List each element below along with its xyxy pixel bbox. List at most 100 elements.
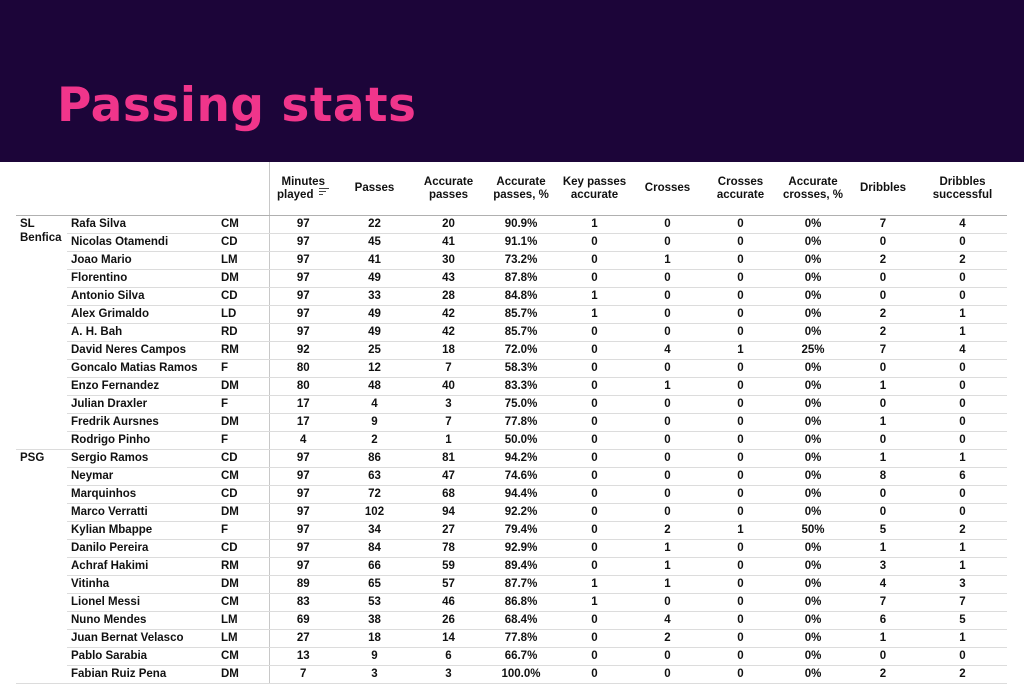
stat-cell: 6 bbox=[918, 467, 1007, 486]
stat-cell: 97 bbox=[268, 485, 337, 504]
stat-cell: 0% bbox=[778, 251, 848, 270]
stat-cell: 17 bbox=[268, 395, 337, 414]
team-name: PSG bbox=[16, 449, 67, 684]
stat-cell: 66 bbox=[337, 557, 412, 576]
stat-cell: 4 bbox=[632, 341, 703, 360]
stat-cell: 1 bbox=[918, 629, 1007, 648]
stat-cell: 0 bbox=[632, 467, 703, 486]
table-row: Julian Draxler F 17 4 3 75.0% 0 0 0 0% 0 0 bbox=[16, 395, 1007, 414]
stat-cell: 0% bbox=[778, 503, 848, 522]
stat-cell: 45 bbox=[337, 233, 412, 252]
table-row: Marco Verratti DM 97 102 94 92.2% 0 0 0 0% 0 0 bbox=[16, 503, 1007, 522]
stat-cell: 3 bbox=[412, 395, 485, 414]
stat-cell: 0% bbox=[778, 395, 848, 414]
stat-cell: 89.4% bbox=[485, 557, 557, 576]
stat-cell: 97 bbox=[268, 539, 337, 558]
stat-cell: 3 bbox=[918, 575, 1007, 594]
table-row: Achraf Hakimi RM 97 66 59 89.4% 0 1 0 0% 3 1 bbox=[16, 557, 1007, 576]
table-row: Marquinhos CD 97 72 68 94.4% 0 0 0 0% 0 0 bbox=[16, 485, 1007, 504]
stat-cell: 7 bbox=[412, 413, 485, 432]
stat-cell: 1 bbox=[632, 557, 703, 576]
page-title: Passing stats bbox=[57, 78, 417, 133]
player-position: CM bbox=[215, 467, 269, 486]
table-row: Enzo Fernandez DM 80 48 40 83.3% 0 1 0 0% 1 0 bbox=[16, 377, 1007, 396]
player-name: Antonio Silva bbox=[67, 287, 215, 306]
table-row: Lionel Messi CM 83 53 46 86.8% 1 0 0 0% 7 7 bbox=[16, 593, 1007, 612]
header-dribbles[interactable]: Dribbles bbox=[848, 162, 918, 216]
stat-cell: 0 bbox=[703, 665, 778, 684]
team-name: SL Benfica bbox=[16, 215, 67, 450]
player-position: CD bbox=[215, 287, 269, 306]
table-row: SL Benfica Rafa Silva CM 97 22 20 90.9% 1 0 0 0% 7 4 bbox=[16, 215, 1007, 450]
player-position: RD bbox=[215, 323, 269, 342]
stat-cell: 80 bbox=[268, 377, 337, 396]
header-key-passes-accurate[interactable]: Key passes accurate bbox=[557, 162, 632, 216]
player-name: Sergio Ramos bbox=[67, 449, 215, 468]
stat-cell: 73.2% bbox=[485, 251, 557, 270]
stat-cell: 1 bbox=[918, 305, 1007, 324]
stat-cell: 4 bbox=[337, 395, 412, 414]
stat-cell: 0 bbox=[918, 377, 1007, 396]
stat-cell: 78 bbox=[412, 539, 485, 558]
stat-cell: 5 bbox=[848, 521, 918, 540]
stat-cell: 0 bbox=[632, 305, 703, 324]
stat-cell: 0 bbox=[557, 413, 632, 432]
stat-cell: 3 bbox=[337, 665, 412, 684]
stat-cell: 1 bbox=[557, 593, 632, 612]
stat-cell: 68 bbox=[412, 485, 485, 504]
player-position: CM bbox=[215, 593, 269, 612]
stat-cell: 0 bbox=[557, 647, 632, 666]
stat-cell: 0 bbox=[918, 233, 1007, 252]
stat-cell: 97 bbox=[268, 305, 337, 324]
stat-cell: 1 bbox=[918, 557, 1007, 576]
stat-cell: 26 bbox=[412, 611, 485, 630]
stat-cell: 84.8% bbox=[485, 287, 557, 306]
stat-cell: 97 bbox=[268, 251, 337, 270]
header-accurate-crosses-pct[interactable]: Accurate crosses, % bbox=[778, 162, 848, 216]
stat-cell: 7 bbox=[412, 359, 485, 378]
stat-cell: 6 bbox=[848, 611, 918, 630]
stat-cell: 0 bbox=[703, 395, 778, 414]
player-position: DM bbox=[215, 269, 269, 288]
stat-cell: 0 bbox=[703, 593, 778, 612]
stat-cell: 1 bbox=[703, 341, 778, 360]
header-passes[interactable]: Passes bbox=[337, 162, 412, 216]
stat-cell: 0% bbox=[778, 593, 848, 612]
player-position: DM bbox=[215, 575, 269, 594]
stat-cell: 17 bbox=[268, 413, 337, 432]
stat-cell: 34 bbox=[337, 521, 412, 540]
player-name: Danilo Pereira bbox=[67, 539, 215, 558]
header-dribbles-successful[interactable]: Dribbles successful bbox=[918, 162, 1007, 216]
stat-cell: 0 bbox=[632, 485, 703, 504]
stats-table-container: Minutes played Passes Accurate passes Ac… bbox=[16, 162, 1016, 684]
stat-cell: 97 bbox=[268, 503, 337, 522]
player-name: Nuno Mendes bbox=[67, 611, 215, 630]
player-name: Juan Bernat Velasco bbox=[67, 629, 215, 648]
stat-cell: 81 bbox=[412, 449, 485, 468]
stat-cell: 0 bbox=[557, 485, 632, 504]
header-crosses-accurate[interactable]: Crosses accurate bbox=[703, 162, 778, 216]
player-name: David Neres Campos bbox=[67, 341, 215, 360]
sort-icon[interactable] bbox=[319, 187, 330, 197]
stat-cell: 1 bbox=[848, 413, 918, 432]
stat-cell: 0% bbox=[778, 269, 848, 288]
stat-cell: 1 bbox=[632, 377, 703, 396]
header-crosses[interactable]: Crosses bbox=[632, 162, 703, 216]
stat-cell: 0 bbox=[848, 287, 918, 306]
stat-cell: 80 bbox=[268, 359, 337, 378]
stat-cell: 75.0% bbox=[485, 395, 557, 414]
stat-cell: 0 bbox=[848, 485, 918, 504]
header-minutes-played[interactable]: Minutes played bbox=[268, 162, 337, 216]
table-header: Minutes played Passes Accurate passes Ac… bbox=[16, 162, 1007, 216]
stat-cell: 7 bbox=[848, 215, 918, 234]
stat-cell: 0 bbox=[918, 647, 1007, 666]
table-row: Fredrik Aursnes DM 17 9 7 77.8% 0 0 0 0% 1 0 bbox=[16, 413, 1007, 432]
table-row: David Neres Campos RM 92 25 18 72.0% 0 4 1 25% 7 4 bbox=[16, 341, 1007, 360]
header-accurate-passes[interactable]: Accurate passes bbox=[412, 162, 485, 216]
stat-cell: 0 bbox=[703, 629, 778, 648]
stat-cell: 0% bbox=[778, 323, 848, 342]
header-accurate-passes-pct[interactable]: Accurate passes, % bbox=[485, 162, 557, 216]
stat-cell: 41 bbox=[337, 251, 412, 270]
stat-cell: 0% bbox=[778, 647, 848, 666]
stat-cell: 0 bbox=[632, 323, 703, 342]
